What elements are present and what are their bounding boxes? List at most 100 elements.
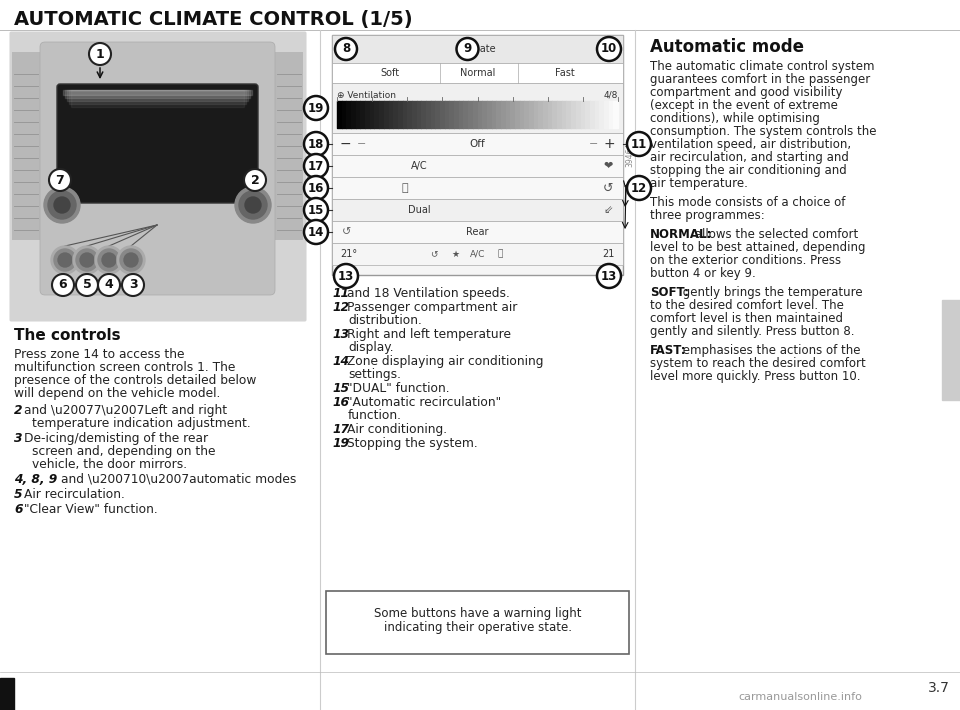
Text: presence of the controls detailed below: presence of the controls detailed below [14,374,256,387]
Text: vehicle, the door mirrors.: vehicle, the door mirrors. [32,458,187,471]
Circle shape [98,274,120,296]
FancyBboxPatch shape [332,243,623,265]
Text: "DUAL" function.: "DUAL" function. [347,382,449,395]
Text: ↺: ↺ [342,227,351,237]
FancyBboxPatch shape [332,83,623,133]
Text: 19: 19 [332,437,349,450]
Text: air recirculation, and starting and: air recirculation, and starting and [650,151,849,164]
Text: 13: 13 [601,270,617,283]
Text: Fast: Fast [555,68,575,78]
Text: Soft: Soft [380,68,399,78]
Text: 21: 21 [603,249,615,259]
Text: 14: 14 [332,355,349,368]
FancyBboxPatch shape [57,84,258,203]
Text: 9: 9 [464,43,471,55]
Text: comfort level is then maintained: comfort level is then maintained [650,312,843,325]
Text: function.: function. [348,409,402,422]
Text: +: + [604,137,615,151]
Text: temperature indication adjustment.: temperature indication adjustment. [32,417,251,430]
Text: Climate: Climate [459,44,496,54]
Text: button 4 or key 9.: button 4 or key 9. [650,267,756,280]
Circle shape [76,249,98,271]
Text: settings.: settings. [348,368,401,381]
Text: NORMAL:: NORMAL: [650,228,712,241]
Text: 6: 6 [59,278,67,292]
Text: De-icing/demisting of the rear: De-icing/demisting of the rear [24,432,208,445]
Text: 6: 6 [14,503,22,516]
Circle shape [245,197,261,213]
FancyBboxPatch shape [40,42,275,295]
Circle shape [117,246,145,274]
Text: −: − [588,139,598,149]
Circle shape [304,154,328,178]
Circle shape [124,253,138,267]
Text: Ⓐ: Ⓐ [401,183,408,193]
Text: Automatic mode: Automatic mode [650,38,804,56]
Circle shape [597,37,621,61]
Text: 39464: 39464 [626,143,635,167]
Circle shape [54,249,76,271]
Text: on the exterior conditions. Press: on the exterior conditions. Press [650,254,841,267]
Circle shape [89,43,111,65]
Text: and 18 Ventilation speeds.: and 18 Ventilation speeds. [347,287,510,300]
Text: Air conditioning.: Air conditioning. [347,423,447,436]
Text: The controls: The controls [14,328,121,343]
FancyBboxPatch shape [326,591,629,654]
FancyBboxPatch shape [332,199,623,221]
Text: 15: 15 [308,204,324,217]
Text: 3: 3 [14,432,22,445]
Text: 39514: 39514 [307,164,317,188]
Circle shape [627,132,651,156]
Text: system to reach the desired comfort: system to reach the desired comfort [650,357,866,370]
Text: Ⓐ: Ⓐ [497,249,502,258]
FancyBboxPatch shape [332,35,623,63]
Text: 10: 10 [601,43,617,55]
Text: 11: 11 [332,287,349,300]
Circle shape [235,187,271,223]
FancyBboxPatch shape [275,52,303,240]
Text: A/C: A/C [470,249,486,258]
Text: 13: 13 [332,328,349,341]
Text: air temperature.: air temperature. [650,177,748,190]
Text: Air recirculation.: Air recirculation. [24,488,125,501]
Text: Dual: Dual [408,205,431,215]
Text: three programmes:: three programmes: [650,209,765,222]
Text: (except in the event of extreme: (except in the event of extreme [650,99,838,112]
Text: A/C: A/C [411,161,427,171]
Text: 2: 2 [14,404,22,417]
Text: Zone displaying air conditioning: Zone displaying air conditioning [347,355,543,368]
Text: will depend on the vehicle model.: will depend on the vehicle model. [14,387,221,400]
Circle shape [304,198,328,222]
Text: 12: 12 [332,301,349,314]
Text: carmanualsonline.info: carmanualsonline.info [738,692,862,702]
Text: 17: 17 [332,423,349,436]
FancyBboxPatch shape [10,32,305,320]
Circle shape [73,246,101,274]
Circle shape [597,264,621,288]
Text: 21°: 21° [340,249,357,259]
Text: 3: 3 [129,278,137,292]
Text: 4: 4 [105,278,113,292]
Circle shape [76,274,98,296]
Text: ⇙: ⇙ [604,205,613,215]
Circle shape [51,246,79,274]
Text: Stopping the system.: Stopping the system. [347,437,478,450]
Text: Press zone 14 to access the: Press zone 14 to access the [14,348,184,361]
Text: 4/8: 4/8 [604,91,618,100]
Text: 11: 11 [631,138,647,151]
Text: emphasises the actions of the: emphasises the actions of the [679,344,860,357]
Circle shape [304,132,328,156]
Text: "Clear View" function.: "Clear View" function. [24,503,158,516]
Circle shape [49,169,71,191]
Text: level more quickly. Press button 10.: level more quickly. Press button 10. [650,370,860,383]
Text: 8: 8 [342,43,350,55]
Text: Rear: Rear [467,227,489,237]
Text: 14: 14 [308,226,324,239]
Circle shape [304,176,328,200]
Text: 15: 15 [332,382,349,395]
Text: Normal: Normal [460,68,495,78]
Text: gently and silently. Press button 8.: gently and silently. Press button 8. [650,325,854,338]
Text: Right and left temperature: Right and left temperature [347,328,511,341]
Circle shape [239,191,267,219]
Text: Passenger compartment air: Passenger compartment air [347,301,517,314]
